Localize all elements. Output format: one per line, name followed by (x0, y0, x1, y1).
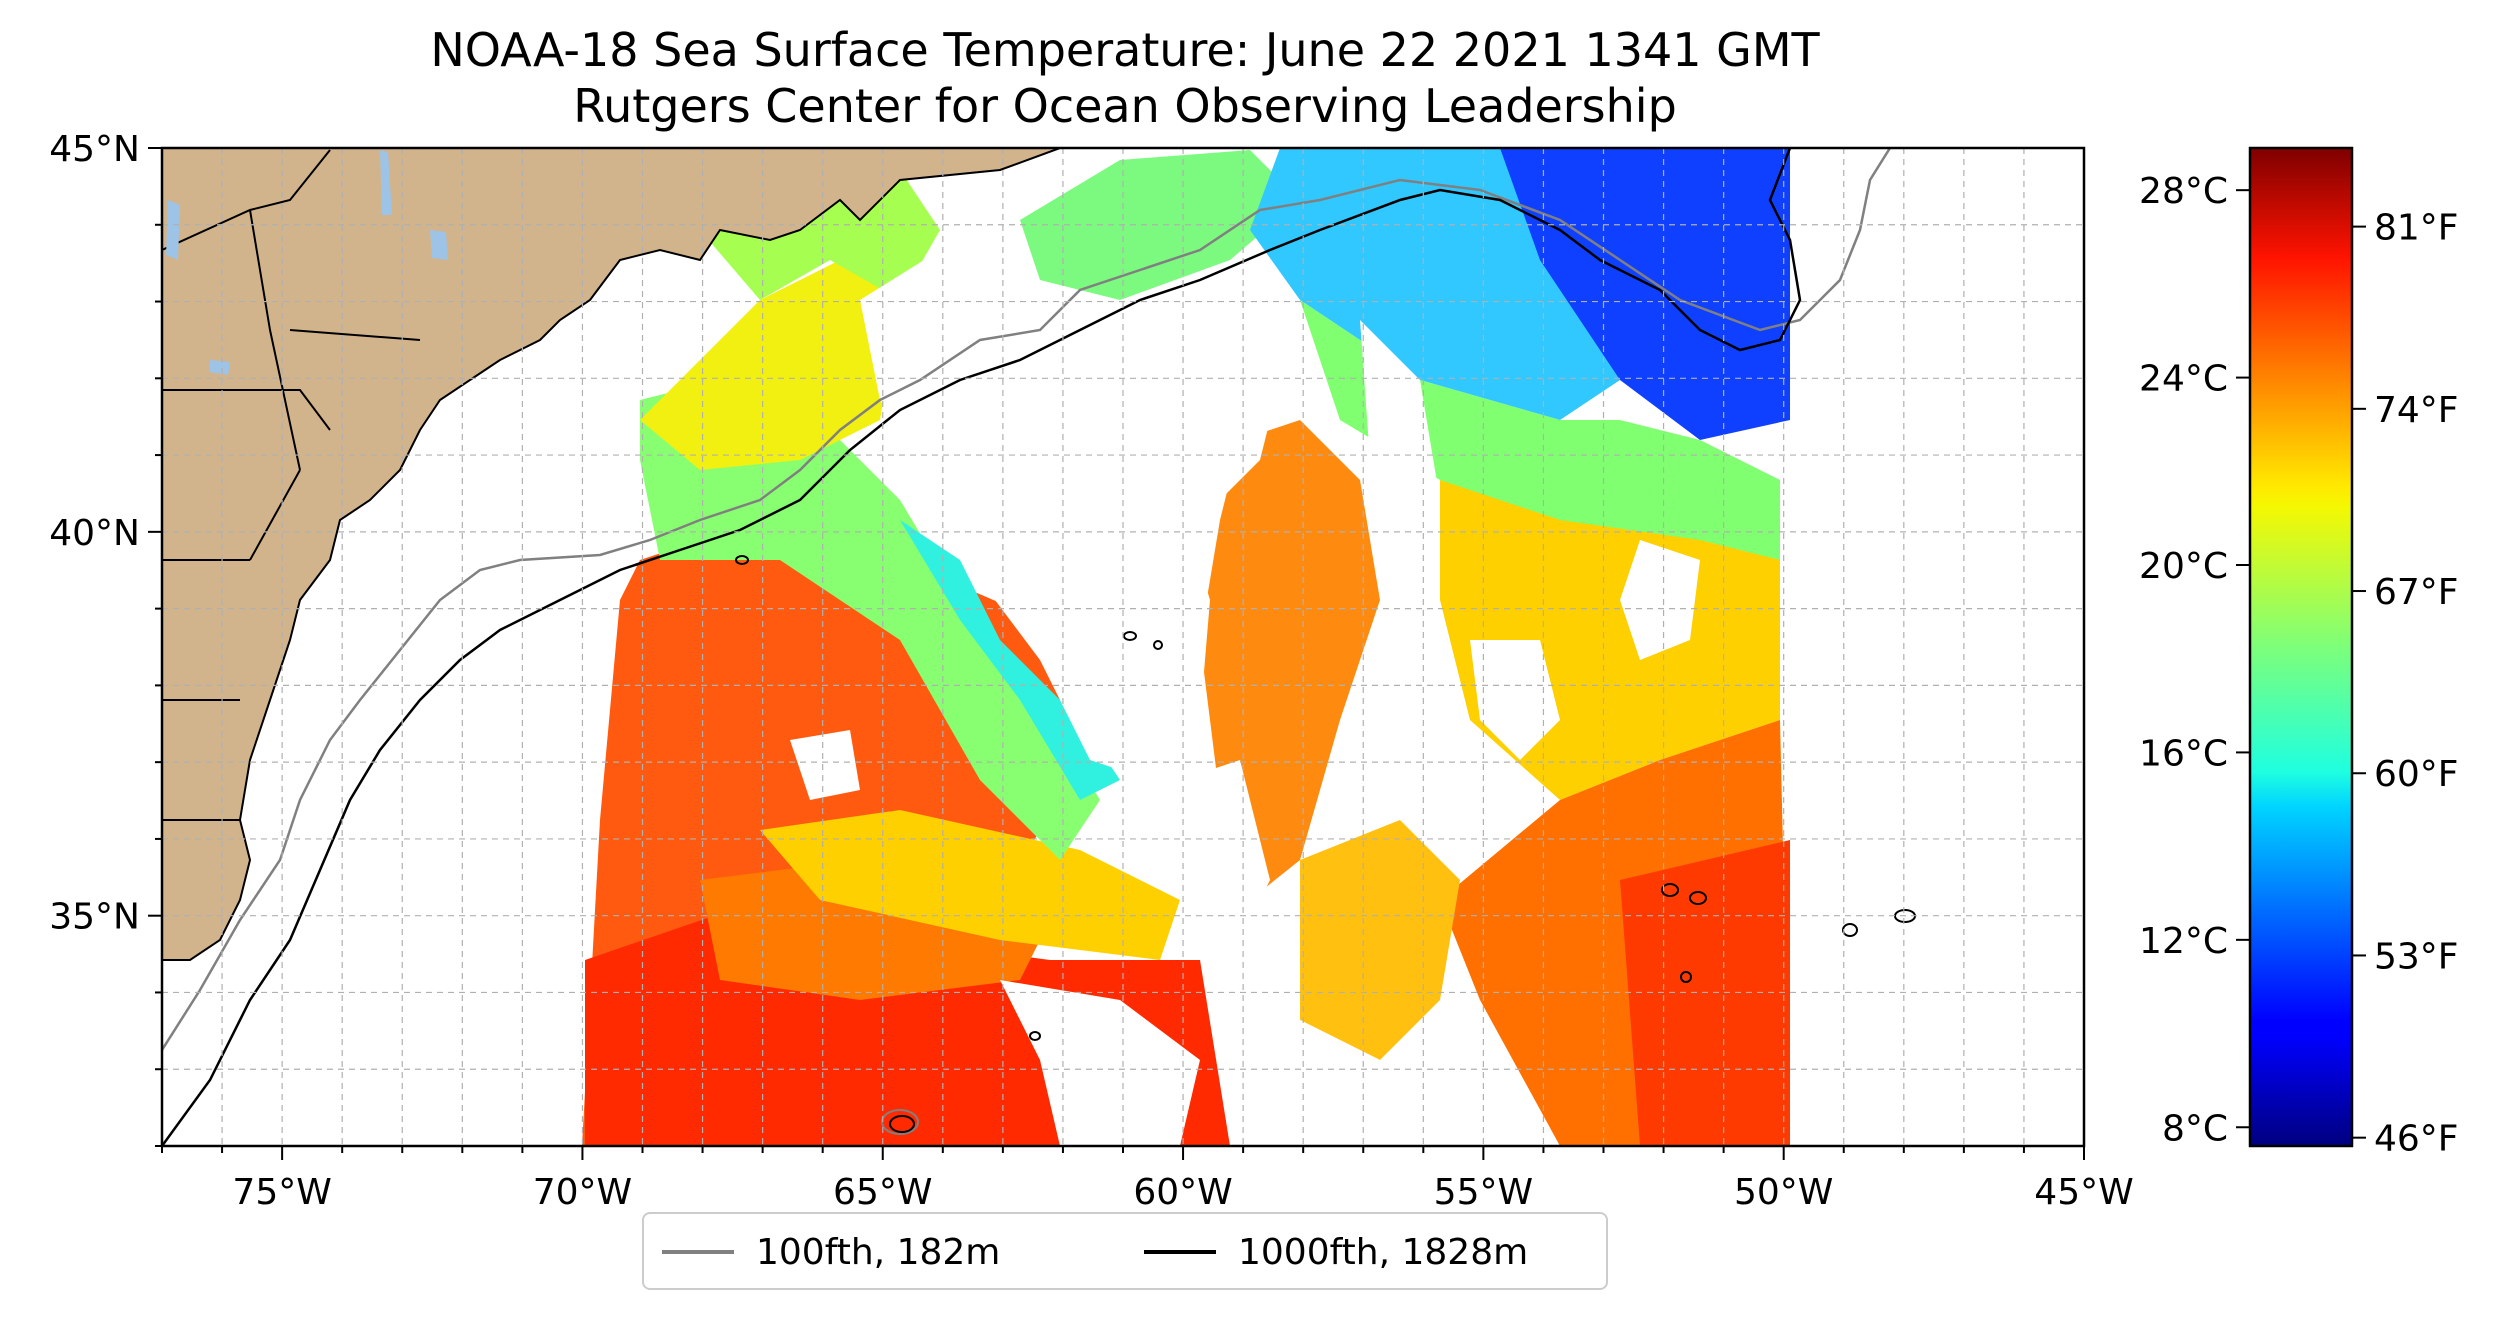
isobath-1000fth (162, 148, 1802, 1146)
sst-ne-cold-region (1480, 148, 1790, 440)
fahrenheit-tick-label: 46°F (2374, 1119, 2459, 1160)
lon-tick-label: 70°W (533, 1172, 632, 1213)
legend-item-100fth: 100fth, 182m (662, 1231, 1001, 1273)
sst-map: 75°W 70°W 65°W 60°W 55°W 50°W 45°W 45°N 40°N 35°… (49, 129, 2133, 1213)
lon-tick-label: 60°W (1133, 1172, 1232, 1213)
legend-swatch-100fth (662, 1250, 734, 1254)
legend-label-100fth: 100fth, 182m (756, 1231, 1001, 1273)
lon-tick-label: 50°W (1734, 1172, 1833, 1213)
celsius-tick-label: 24°C (2139, 359, 2228, 400)
sst-cyan-edge (900, 520, 1120, 800)
sst-green-transition (1300, 300, 1780, 560)
latitude-axis: 45°N 40°N 35°N (49, 129, 162, 1147)
celsius-tick-label: 20°C (2139, 546, 2228, 587)
sst-central-green (1020, 150, 1300, 300)
lat-tick-label: 40°N (49, 513, 140, 554)
sst-ne-cyan-region (1250, 148, 1620, 420)
fahrenheit-tick-label: 67°F (2374, 572, 2459, 613)
longitude-axis: 75°W 70°W 65°W 60°W 55°W 50°W 45°W (161, 1146, 2134, 1213)
legend-item-1000fth: 1000fth, 1828m (1144, 1231, 1529, 1273)
land-north-america (162, 148, 1061, 961)
fahrenheit-tick-label: 81°F (2374, 208, 2459, 249)
celsius-tick-label: 16°C (2139, 733, 2228, 774)
legend: 100fth, 182m 1000fth, 1828m (642, 1212, 1608, 1290)
sst-swath (582, 148, 1790, 1146)
celsius-tick-label: 28°C (2139, 171, 2228, 212)
legend-label-1000fth: 1000fth, 1828m (1238, 1231, 1529, 1273)
chart-title: NOAA-18 Sea Surface Temperature: June 22… (430, 23, 1820, 77)
lon-tick-label: 45°W (2034, 1172, 2133, 1213)
colorbar: 28°C 24°C 20°C 16°C 12°C 8°C 81°F 74°F 67°F 60°F… (2139, 146, 2459, 1160)
celsius-tick-label: 8°C (2162, 1108, 2228, 1149)
colorbar-celsius-axis: 28°C 24°C 20°C 16°C 12°C 8°C (2139, 171, 2250, 1149)
colorbar-fahrenheit-axis: 81°F 74°F 67°F 60°F 53°F 46°F (2352, 208, 2459, 1160)
fahrenheit-tick-label: 74°F (2374, 390, 2459, 431)
isobath-100fth (162, 148, 1892, 1051)
sst-yellow-north-region (640, 260, 900, 470)
state-borders (162, 149, 421, 821)
lat-tick-label: 45°N (49, 129, 140, 170)
sst-green-cyan-front (640, 380, 1100, 860)
legend-swatch-1000fth (1144, 1250, 1216, 1254)
gridlines (162, 148, 2084, 1146)
chart-subtitle: Rutgers Center for Ocean Observing Leade… (573, 79, 1677, 133)
fahrenheit-tick-label: 53°F (2374, 936, 2459, 977)
lon-tick-label: 75°W (232, 1172, 331, 1213)
sst-center-yellow-patches (1300, 820, 1460, 1060)
lon-tick-label: 55°W (1434, 1172, 1533, 1213)
fahrenheit-tick-label: 60°F (2374, 754, 2459, 795)
lon-tick-label: 65°W (833, 1172, 932, 1213)
celsius-tick-label: 12°C (2139, 921, 2228, 962)
lat-tick-label: 35°N (49, 897, 140, 938)
sst-yellow-band (760, 810, 1180, 960)
colorbar-gradient (2248, 146, 2354, 1148)
